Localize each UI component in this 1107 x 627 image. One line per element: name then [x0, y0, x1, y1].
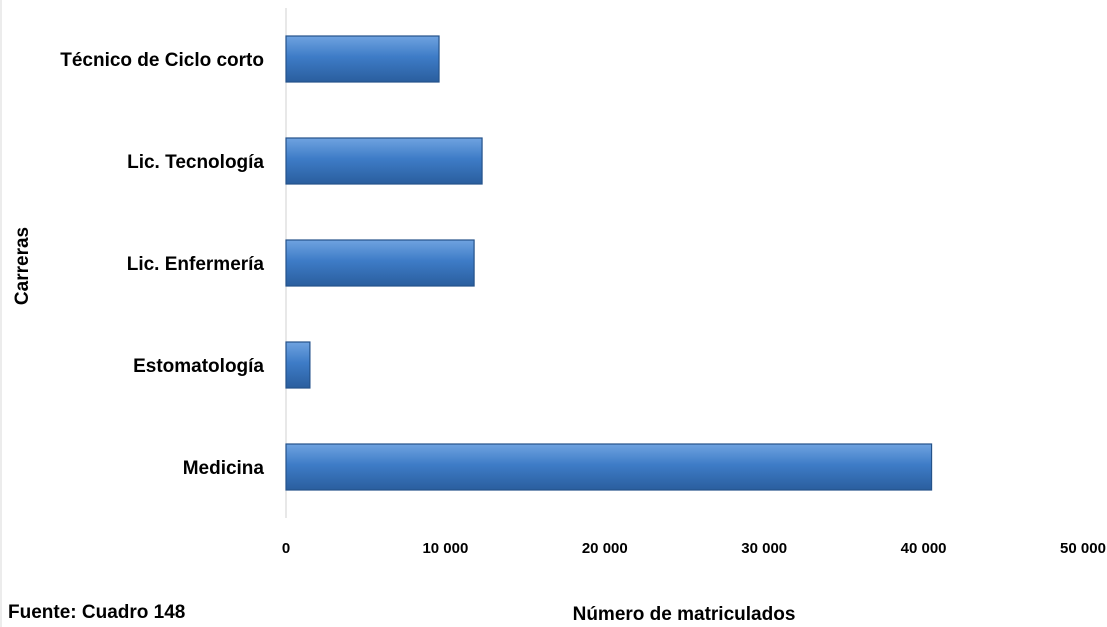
category-label: Medicina — [183, 458, 265, 479]
x-tick-label: 0 — [282, 540, 290, 557]
category-label: Estomatología — [133, 356, 264, 377]
source-note: Fuente: Cuadro 148 — [8, 602, 185, 623]
x-tick-label: 30 000 — [741, 540, 787, 557]
category-label: Lic. Enfermería — [127, 254, 265, 275]
category-label: Lic. Tecnología — [127, 152, 264, 173]
bar — [285, 137, 483, 185]
category-labels: Técnico de Ciclo corto Lic. Tecnología Lic… — [60, 50, 264, 479]
bar — [285, 239, 475, 287]
bar — [285, 341, 311, 389]
x-tick-label: 40 000 — [901, 540, 947, 557]
bar — [285, 35, 440, 83]
bar-series — [285, 35, 933, 491]
x-tick-label: 10 000 — [422, 540, 468, 557]
category-label: Técnico de Ciclo corto — [60, 50, 264, 71]
x-tick-label: 50 000 — [1060, 540, 1106, 557]
x-tick-labels: 0 10 000 20 000 30 000 40 000 50 000 — [282, 540, 1106, 557]
bar — [285, 443, 933, 491]
chart-frame — [0, 0, 287, 627]
x-axis-title: Número de matriculados — [573, 604, 796, 625]
y-axis-title: Carreras — [12, 227, 33, 305]
x-tick-label: 20 000 — [582, 540, 628, 557]
